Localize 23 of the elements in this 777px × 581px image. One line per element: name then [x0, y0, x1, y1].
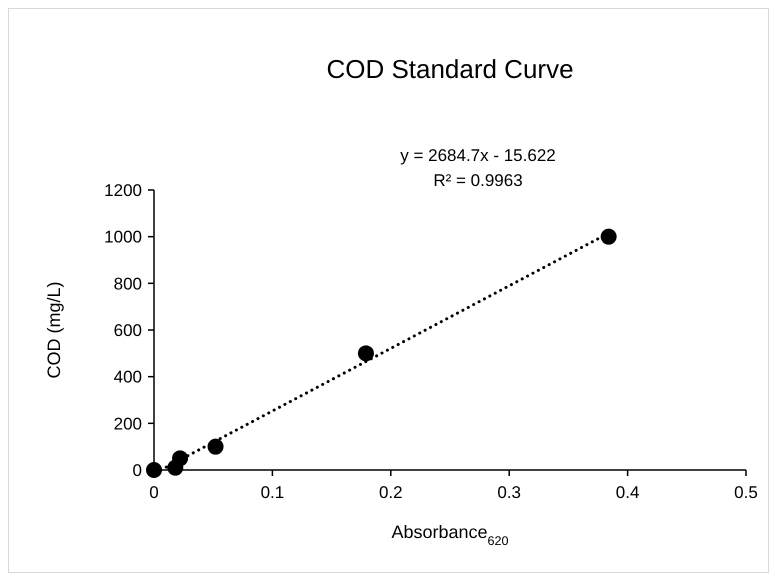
x-tick-label: 0 — [149, 483, 159, 502]
x-tick-label: 0.1 — [260, 483, 284, 502]
annotation: R² = 0.9963 — [433, 171, 523, 190]
y-tick-label: 0 — [132, 460, 142, 480]
y-tick-label: 400 — [114, 368, 142, 387]
x-axis-title: Absorbance$_{620}$ — [391, 522, 509, 548]
point — [172, 450, 188, 466]
point — [146, 462, 162, 478]
text: y = 2684.7x - 15.622 — [400, 146, 556, 165]
point — [358, 345, 374, 362]
x-tick-label: 0.4 — [616, 483, 640, 502]
y-tick-label: 1000 — [104, 228, 142, 247]
y-tick-label: 1200 — [104, 180, 142, 200]
point — [600, 228, 617, 245]
chart-title: COD Standard Curve — [326, 54, 574, 84]
x-tick-label: 0.3 — [497, 483, 522, 502]
x-tick-label: 0.5 — [734, 483, 758, 502]
y-axis-title: COD (mg/L) — [44, 281, 64, 379]
x-tick-label: 0.2 — [378, 483, 403, 502]
y-tick-label: 200 — [114, 414, 142, 434]
y-tick-label: 800 — [114, 274, 142, 294]
y-tick-label: 600 — [114, 320, 142, 340]
point — [208, 438, 224, 455]
